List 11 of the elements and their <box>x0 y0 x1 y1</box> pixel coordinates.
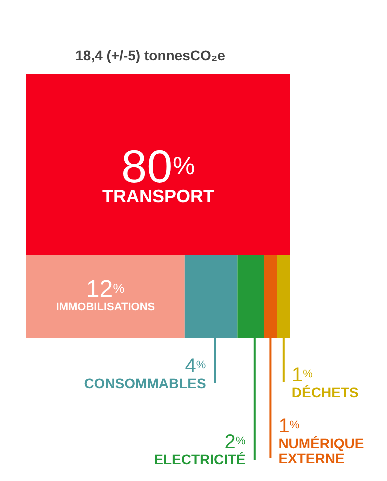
data-label: 4% <box>185 356 206 378</box>
data-label: 12% <box>86 276 126 303</box>
category-label: DÉCHETS <box>292 384 359 400</box>
category-label: IMMOBILISATIONS <box>56 302 156 314</box>
data-label: 1% <box>278 416 300 438</box>
data-label: 1% <box>292 364 314 386</box>
category-label: ELECTRICITÉ <box>154 452 246 468</box>
text: 18,4 (+/-5) tonnesCO₂e <box>76 48 226 64</box>
category-label: CONSOMMABLES <box>84 376 206 392</box>
data-label: 2% <box>224 432 246 454</box>
category-label: NUMÉRIQUE EXTERNE <box>278 436 364 466</box>
